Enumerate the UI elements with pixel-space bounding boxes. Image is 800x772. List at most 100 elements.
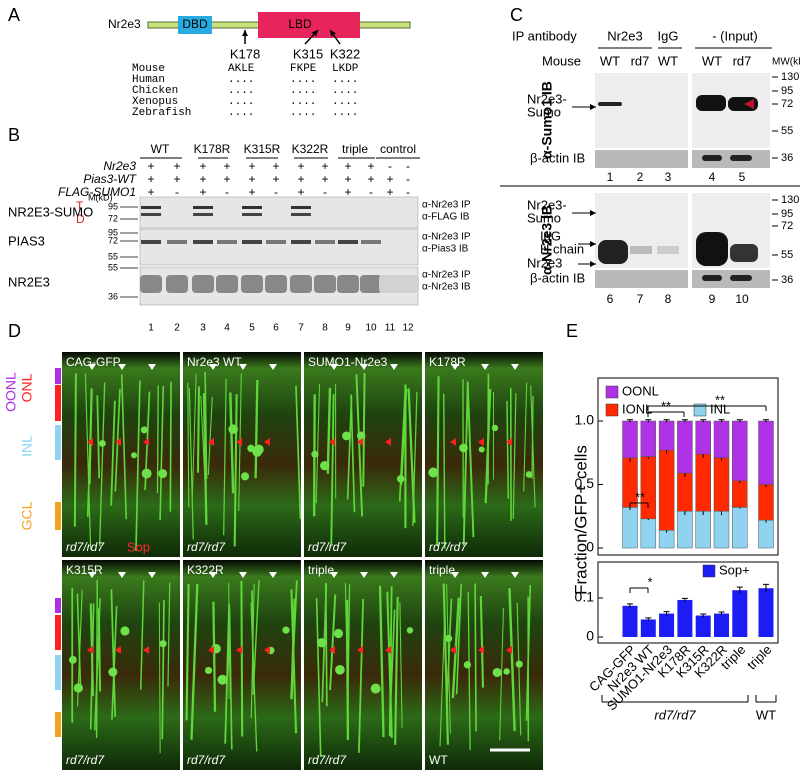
lane-number: 8 xyxy=(665,292,672,306)
cell-process xyxy=(345,599,350,741)
bar-segment xyxy=(713,457,730,512)
arrowhead-white xyxy=(511,364,519,370)
legend-swatch xyxy=(693,403,707,417)
residues: .... xyxy=(332,107,358,119)
cell-process xyxy=(295,385,302,520)
cell-process xyxy=(98,382,106,547)
residues: .... xyxy=(332,85,358,97)
cell-process xyxy=(412,391,418,527)
bar-segment xyxy=(732,480,748,508)
cell-body xyxy=(108,667,118,677)
group-label: control xyxy=(380,142,416,156)
cell-process xyxy=(169,381,172,512)
arrowhead-red xyxy=(208,646,214,654)
cell-body xyxy=(492,667,502,678)
bar xyxy=(758,588,774,637)
arrowhead-white xyxy=(390,572,398,578)
arrowhead-red xyxy=(385,438,391,446)
layer-bar xyxy=(55,425,61,460)
cell-body xyxy=(217,674,228,685)
genotype: WT xyxy=(658,53,678,68)
arrowhead-white xyxy=(360,364,368,370)
cell-process xyxy=(158,602,161,754)
band xyxy=(338,240,358,244)
bar-segment xyxy=(732,507,748,549)
cell-process xyxy=(446,598,453,705)
arrow-head xyxy=(242,30,248,36)
band xyxy=(141,206,161,209)
blot xyxy=(139,196,419,229)
lane-number: 5 xyxy=(739,170,746,184)
band xyxy=(140,275,162,293)
bar-segment xyxy=(677,510,693,549)
arrowhead-red xyxy=(115,646,121,654)
sign: + xyxy=(344,185,351,199)
species: Chicken xyxy=(132,85,178,97)
sign: - xyxy=(225,185,229,199)
sign: + xyxy=(344,159,351,173)
residues: .... xyxy=(290,85,316,97)
band xyxy=(266,240,286,244)
sign: + xyxy=(199,172,206,186)
cell-process xyxy=(346,396,353,500)
cell-process xyxy=(378,585,385,738)
band xyxy=(291,240,311,244)
sign: + xyxy=(248,185,255,199)
arrowhead-red xyxy=(87,646,93,654)
bar-segment xyxy=(732,420,748,481)
actin-label: β-actin IB xyxy=(530,270,585,285)
arrowhead-white xyxy=(269,364,277,370)
band xyxy=(598,240,628,264)
cell-body xyxy=(396,475,405,483)
plot-frame xyxy=(597,561,779,644)
band-label: Sumo xyxy=(527,210,561,225)
sign: + xyxy=(386,185,393,199)
sign: + xyxy=(147,185,154,199)
residues: .... xyxy=(290,74,316,86)
cell-process xyxy=(96,395,101,479)
sig-label: ** xyxy=(715,392,725,407)
cell-process xyxy=(479,596,485,688)
arrowhead-white xyxy=(239,572,247,578)
cell-process xyxy=(530,385,536,508)
arrowhead-red xyxy=(208,438,214,446)
bar-segment xyxy=(758,519,774,549)
row-label: Nr2e3 xyxy=(103,159,136,173)
plot-frame xyxy=(597,377,779,556)
bar-segment xyxy=(658,449,675,531)
marker: 130 xyxy=(781,71,799,83)
species: Human xyxy=(132,74,165,86)
marker: 36 xyxy=(108,291,118,301)
cell-body xyxy=(459,443,468,453)
band xyxy=(730,244,758,262)
band xyxy=(657,246,679,254)
lane-number: 9 xyxy=(345,323,351,334)
bar-segment xyxy=(677,420,693,474)
arrowhead-white xyxy=(511,572,519,578)
sign: + xyxy=(223,159,230,173)
cell-process xyxy=(398,393,406,502)
cell-process xyxy=(187,382,190,508)
arrowhead-white xyxy=(148,364,156,370)
marker: 55 xyxy=(781,249,793,261)
band xyxy=(193,206,213,209)
cell-process xyxy=(324,582,328,707)
group-label: K315R xyxy=(244,142,281,156)
residues: LKDP xyxy=(332,63,359,75)
band xyxy=(241,275,263,293)
cell-body xyxy=(158,469,168,479)
bar xyxy=(732,590,748,637)
cell-body xyxy=(311,450,319,458)
cell-process xyxy=(439,609,446,747)
arrowhead-white xyxy=(330,572,338,578)
sign: + xyxy=(321,172,328,186)
cell-body xyxy=(73,683,83,693)
sign: + xyxy=(223,172,230,186)
ip-label: α-Nr2e3 IP xyxy=(422,200,471,211)
actin-blot xyxy=(595,270,688,288)
sign: - xyxy=(406,172,410,186)
cell-process xyxy=(120,374,128,520)
lane-number: 10 xyxy=(365,323,377,334)
cell-body xyxy=(141,468,152,479)
cell-process xyxy=(362,373,366,487)
